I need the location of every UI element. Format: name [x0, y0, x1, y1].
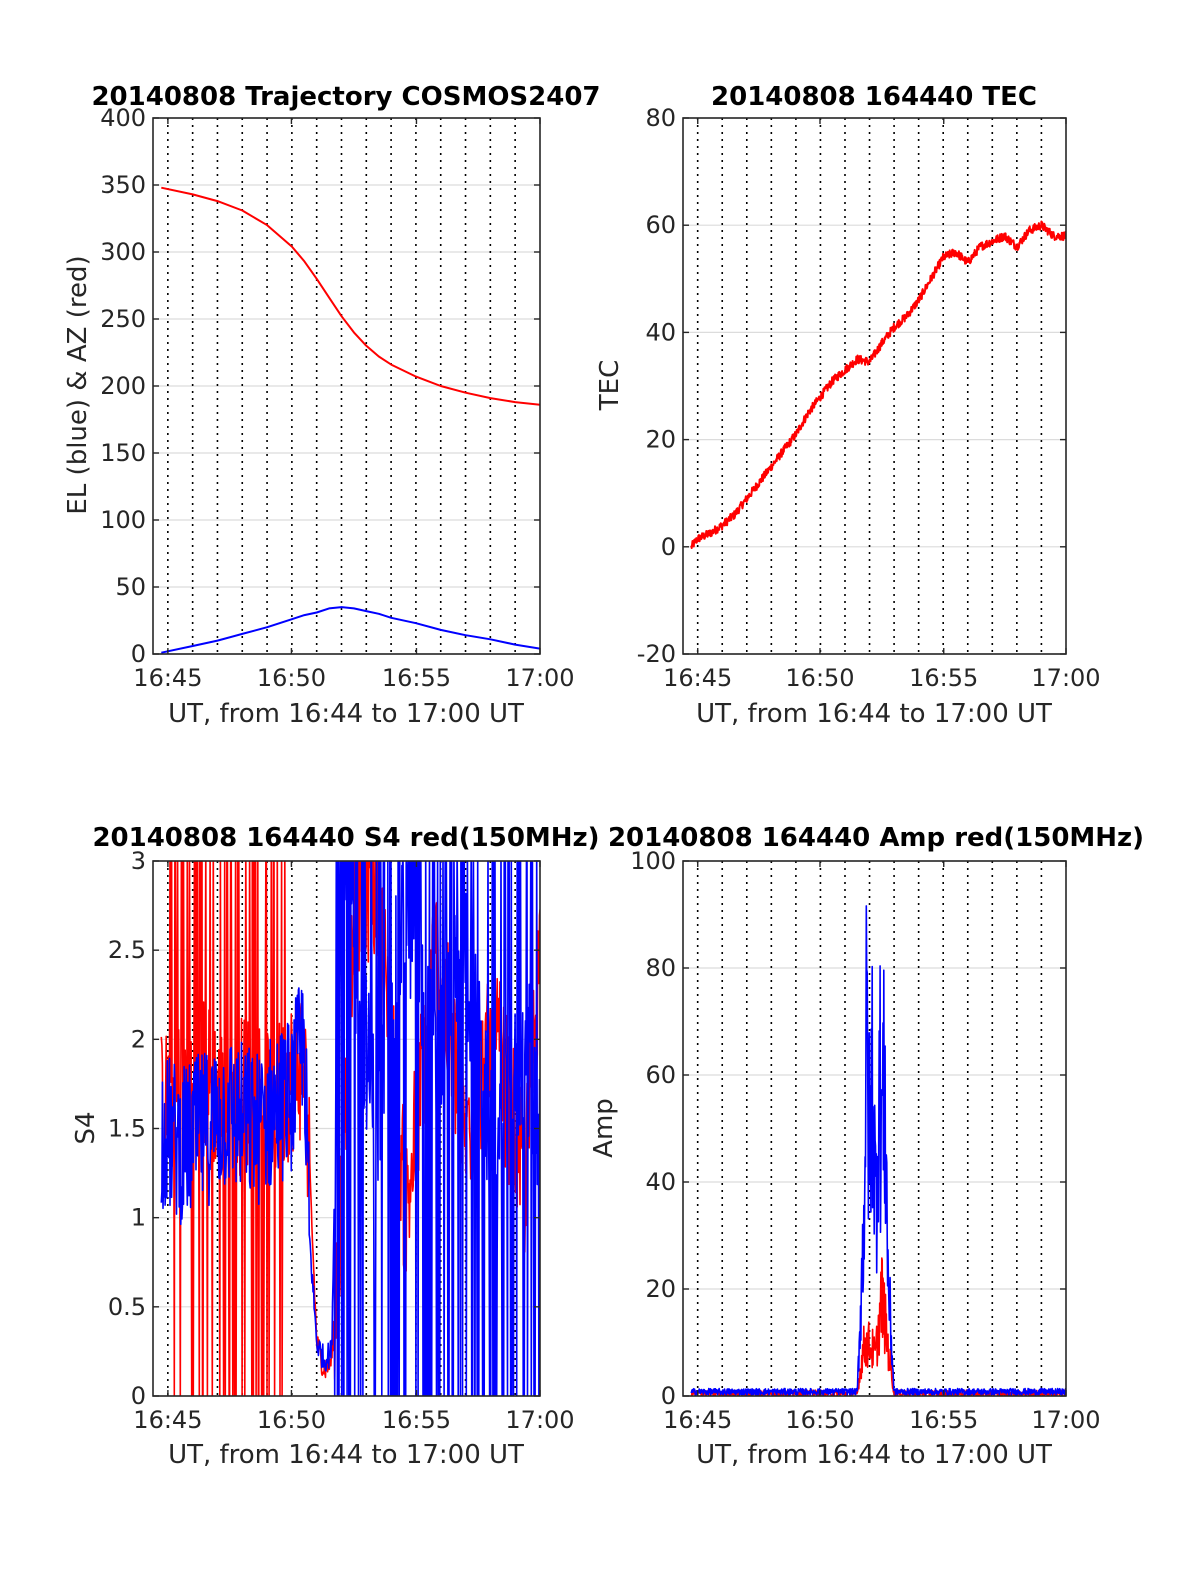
- x-tick-label: 16:50: [785, 664, 854, 692]
- y-tick-label: 80: [645, 104, 676, 132]
- y-tick-label: 250: [100, 305, 146, 333]
- y-tick-label: 40: [645, 318, 676, 346]
- x-tick-label: 16:50: [785, 1406, 854, 1434]
- s4-xlabel: UT, from 16:44 to 17:00 UT: [168, 1440, 524, 1470]
- trajectory-title: 20140808 Trajectory COSMOS2407: [91, 82, 600, 112]
- x-tick-label: 17:00: [1031, 1406, 1100, 1434]
- s4-title: 20140808 164440 S4 red(150MHz): [92, 823, 599, 853]
- x-tick-label: 16:45: [133, 664, 202, 692]
- amp-series-red-line: [690, 1257, 1066, 1396]
- y-tick-label: 0: [131, 640, 146, 668]
- x-tick-label: 16:45: [133, 1406, 202, 1434]
- y-tick-label: 1.5: [108, 1115, 146, 1143]
- tec-axes-frame: [682, 117, 1067, 655]
- amp-axes-frame: [682, 860, 1067, 1397]
- y-tick-label: 60: [645, 211, 676, 239]
- tec-ylabel: TEC: [595, 360, 625, 411]
- x-tick-label: 16:55: [909, 1406, 978, 1434]
- y-tick-label: 0: [131, 1382, 146, 1410]
- x-tick-label: 17:00: [505, 1406, 574, 1434]
- y-tick-label: 100: [100, 506, 146, 534]
- y-tick-label: 40: [645, 1168, 676, 1196]
- y-tick-label: 200: [100, 372, 146, 400]
- amp-ylabel: Amp: [589, 1098, 619, 1158]
- y-tick-label: 2: [131, 1025, 146, 1053]
- amp-title: 20140808 164440 Amp red(150MHz): [608, 823, 1144, 853]
- tec-plot-area: [690, 220, 1066, 549]
- y-tick-label: 2.5: [108, 936, 146, 964]
- x-tick-label: 16:55: [382, 1406, 451, 1434]
- trajectory-series-red-line: [161, 186, 540, 406]
- x-tick-label: 16:45: [663, 664, 732, 692]
- y-tick-label: 400: [100, 104, 146, 132]
- x-tick-label: 16:55: [909, 664, 978, 692]
- x-tick-label: 16:50: [257, 1406, 326, 1434]
- trajectory-xlabel: UT, from 16:44 to 17:00 UT: [168, 699, 524, 729]
- s4-plot-area: [160, 861, 540, 1396]
- amp-panel: 20140808 164440 Amp red(150MHz) UT, from…: [589, 823, 1144, 1470]
- y-tick-label: 350: [100, 171, 146, 199]
- y-tick-label: -20: [637, 640, 676, 668]
- y-tick-label: 60: [645, 1061, 676, 1089]
- s4-panel: 20140808 164440 S4 red(150MHz) UT, from …: [71, 823, 600, 1470]
- y-tick-label: 20: [645, 1275, 676, 1303]
- amp-plot-area: [690, 905, 1066, 1396]
- y-tick-label: 20: [645, 426, 676, 454]
- x-tick-label: 17:00: [1031, 664, 1100, 692]
- y-tick-label: 0: [661, 1382, 676, 1410]
- trajectory-ylabel: EL (blue) & AZ (red): [63, 255, 93, 514]
- x-tick-label: 16:50: [257, 664, 326, 692]
- s4-ylabel: S4: [71, 1111, 101, 1144]
- amp-series-blue-line: [690, 905, 1066, 1396]
- y-tick-label: 50: [115, 573, 146, 601]
- y-tick-label: 1: [131, 1204, 146, 1232]
- y-tick-label: 300: [100, 238, 146, 266]
- amp-xlabel: UT, from 16:44 to 17:00 UT: [696, 1440, 1052, 1470]
- tec-panel: 20140808 164440 TEC UT, from 16:44 to 17…: [595, 82, 1101, 729]
- y-tick-label: 100: [630, 847, 676, 875]
- tec-series-red-line: [690, 220, 1066, 549]
- tec-title: 20140808 164440 TEC: [711, 82, 1037, 112]
- x-tick-label: 17:00: [505, 664, 574, 692]
- x-tick-label: 16:55: [382, 664, 451, 692]
- s4-series-blue-line: [160, 861, 540, 1396]
- trajectory-plot-area: [161, 186, 540, 654]
- y-tick-label: 80: [645, 954, 676, 982]
- y-tick-label: 150: [100, 439, 146, 467]
- trajectory-panel: 20140808 Trajectory COSMOS2407 UT, from …: [63, 82, 601, 729]
- x-tick-label: 16:45: [663, 1406, 732, 1434]
- y-tick-label: 3: [131, 847, 146, 875]
- trajectory-series-blue-line: [161, 606, 540, 654]
- y-tick-label: 0.5: [108, 1293, 146, 1321]
- y-tick-label: 0: [661, 533, 676, 561]
- tec-xlabel: UT, from 16:44 to 17:00 UT: [696, 699, 1052, 729]
